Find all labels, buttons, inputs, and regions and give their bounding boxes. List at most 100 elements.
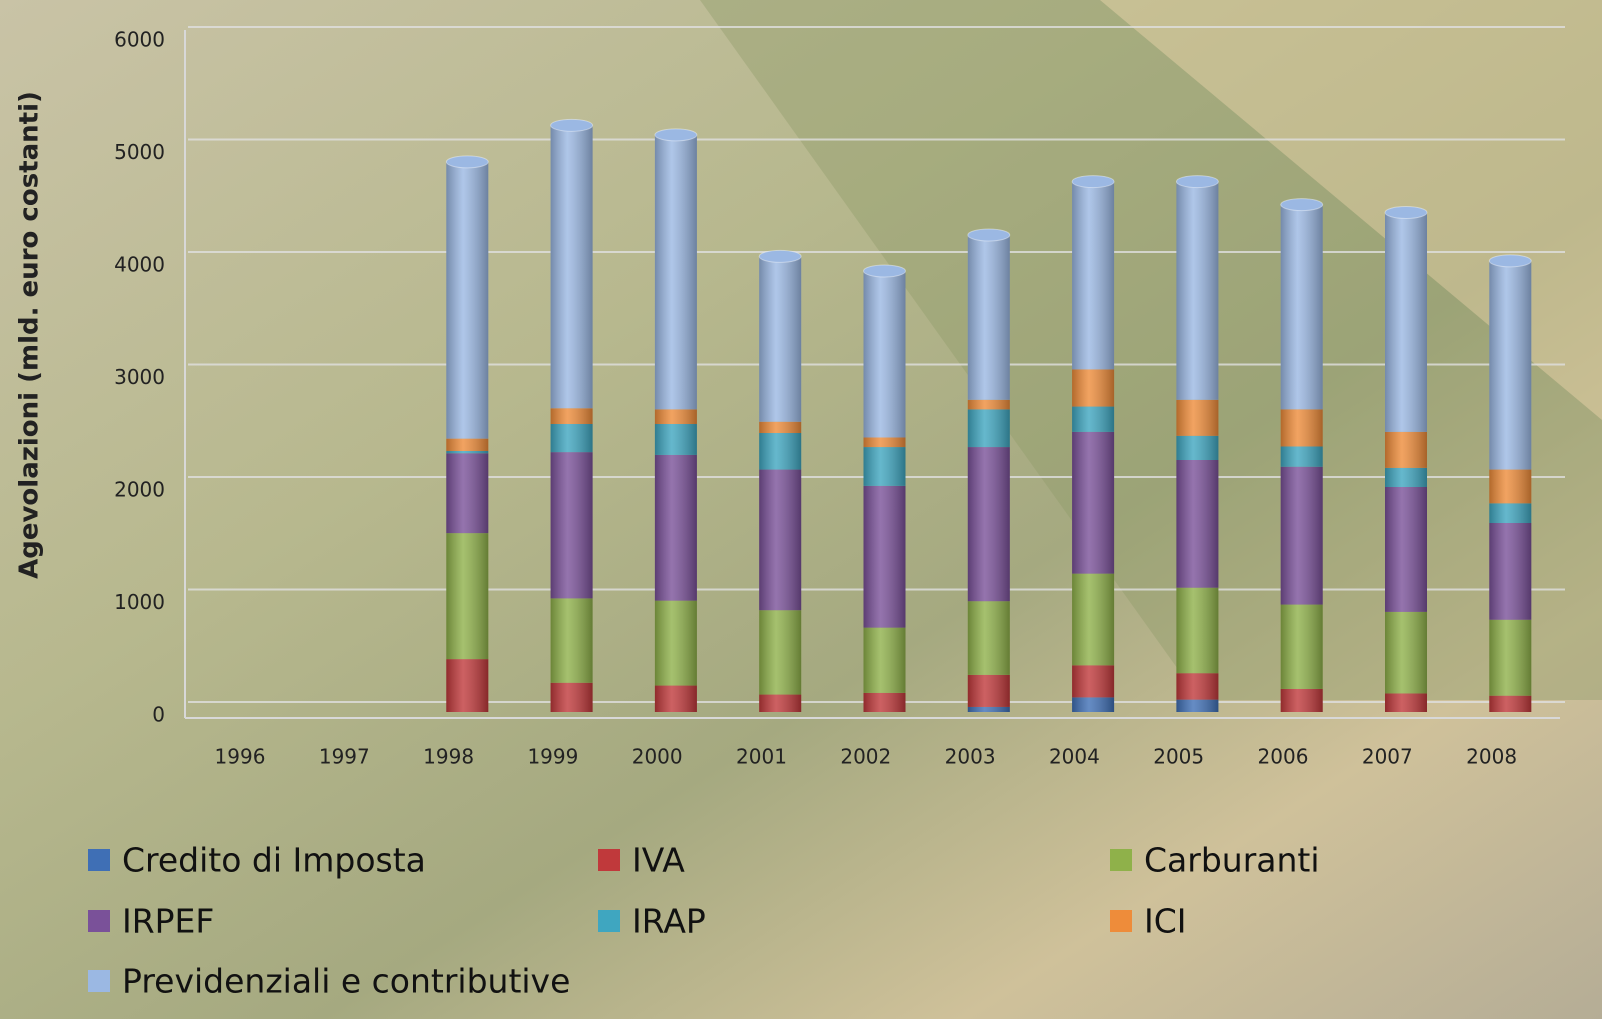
- bar-shade: [863, 627, 906, 693]
- bar-shade: [550, 682, 593, 712]
- bar-shade: [1176, 435, 1219, 460]
- x-tick-label: 2002: [840, 745, 891, 769]
- x-tick-label: 2006: [1258, 745, 1309, 769]
- bar-shade: [1176, 673, 1219, 700]
- bar-cap: [1071, 175, 1115, 189]
- bar-shade: [1280, 204, 1323, 410]
- bar-shade: [759, 256, 802, 422]
- bar-shade: [967, 399, 1010, 410]
- x-tick-label: 1998: [423, 745, 474, 769]
- legend-swatch: [88, 849, 110, 871]
- bar-shade: [1072, 181, 1115, 370]
- bar-shade: [1072, 573, 1115, 666]
- bar-shade: [863, 485, 906, 628]
- x-tick-label: 2004: [1049, 745, 1100, 769]
- bar-shade: [446, 438, 489, 451]
- bar-shade: [863, 271, 906, 438]
- bar-shade: [446, 533, 489, 660]
- bar-shade: [1489, 503, 1532, 523]
- y-tick-label: 0: [152, 703, 165, 727]
- bar-shade: [967, 235, 1010, 400]
- legend-label: ICI: [1144, 902, 1187, 941]
- y-tick-label: 5000: [114, 140, 165, 164]
- legend-swatch: [1110, 910, 1132, 932]
- bar-shade: [446, 453, 489, 534]
- bar-shade: [967, 447, 1010, 602]
- bar-shade: [1385, 693, 1427, 712]
- bar-shade: [1385, 212, 1427, 432]
- x-tick-label: 2007: [1362, 745, 1413, 769]
- bar-shade: [1072, 665, 1115, 698]
- bar-shade: [967, 409, 1010, 448]
- bar-shade: [759, 469, 802, 611]
- legend-swatch: [598, 910, 620, 932]
- bar-shade: [1280, 409, 1323, 447]
- x-tick-label: 1996: [215, 745, 266, 769]
- x-tick-label: 2003: [945, 745, 996, 769]
- bar-shade: [1385, 467, 1427, 487]
- y-tick-label: 1000: [114, 590, 165, 614]
- legend-swatch: [598, 849, 620, 871]
- bar-shade: [654, 454, 697, 601]
- bar-shade: [863, 447, 906, 486]
- bar-cap: [1280, 198, 1324, 212]
- bar-shade: [1176, 460, 1219, 588]
- bar-shade: [1280, 688, 1323, 712]
- bar-shade: [446, 659, 489, 712]
- x-tick-label: 2000: [632, 745, 683, 769]
- bar-shade: [550, 424, 593, 453]
- bar-shade: [550, 452, 593, 599]
- bar-shade: [863, 692, 906, 712]
- x-tick-label: 2005: [1153, 745, 1204, 769]
- bar-shade: [1176, 399, 1219, 436]
- legend-label: Carburanti: [1144, 841, 1320, 880]
- bar-shade: [1280, 446, 1323, 467]
- y-tick-label: 3000: [114, 365, 165, 389]
- bar-shade: [654, 409, 697, 424]
- bar-shade: [654, 600, 697, 686]
- bar-cap: [445, 155, 489, 169]
- bar-shade: [1385, 487, 1427, 612]
- y-tick-label: 2000: [114, 478, 165, 502]
- bar-shade: [967, 706, 1010, 712]
- bar-shade: [1489, 523, 1532, 620]
- bar-shade: [550, 125, 593, 409]
- legend-label: Previdenziali e contributive: [122, 962, 570, 1001]
- x-tick-label: 2008: [1466, 745, 1517, 769]
- bar-shade: [1489, 260, 1532, 470]
- bar-shade: [446, 161, 489, 439]
- legend-label: IRAP: [632, 902, 706, 941]
- bar-shade: [1072, 431, 1115, 574]
- legend-swatch: [88, 910, 110, 932]
- bar-shade: [967, 601, 1010, 675]
- bar-shade: [967, 674, 1010, 707]
- bar-shade: [1176, 181, 1219, 400]
- field-shape: [1100, 0, 1602, 420]
- bar-shade: [1072, 406, 1115, 432]
- bar-shade: [759, 433, 802, 470]
- x-tick-label: 2001: [736, 745, 787, 769]
- bar-shade: [1489, 695, 1532, 712]
- bar-cap: [654, 128, 698, 142]
- bar-shade: [550, 408, 593, 424]
- bar-cap: [1175, 175, 1219, 189]
- bar-shade: [759, 421, 802, 433]
- bar-shade: [550, 598, 593, 683]
- bar-cap: [967, 228, 1011, 242]
- field-shape: [700, 0, 1602, 700]
- bar-cap: [758, 249, 802, 263]
- bar-cap: [550, 118, 594, 132]
- bar-shade: [1489, 619, 1532, 696]
- x-tick-label: 1999: [527, 745, 578, 769]
- bar-shade: [1280, 604, 1323, 689]
- bar-shade: [654, 134, 697, 410]
- bar-shade: [1385, 611, 1427, 694]
- bar-shade: [1176, 699, 1219, 712]
- legend-label: IVA: [632, 841, 685, 880]
- bar-shade: [1072, 369, 1115, 407]
- bar-shade: [1385, 431, 1427, 468]
- y-tick-label: 4000: [114, 253, 165, 277]
- legend-label: IRPEF: [122, 902, 214, 941]
